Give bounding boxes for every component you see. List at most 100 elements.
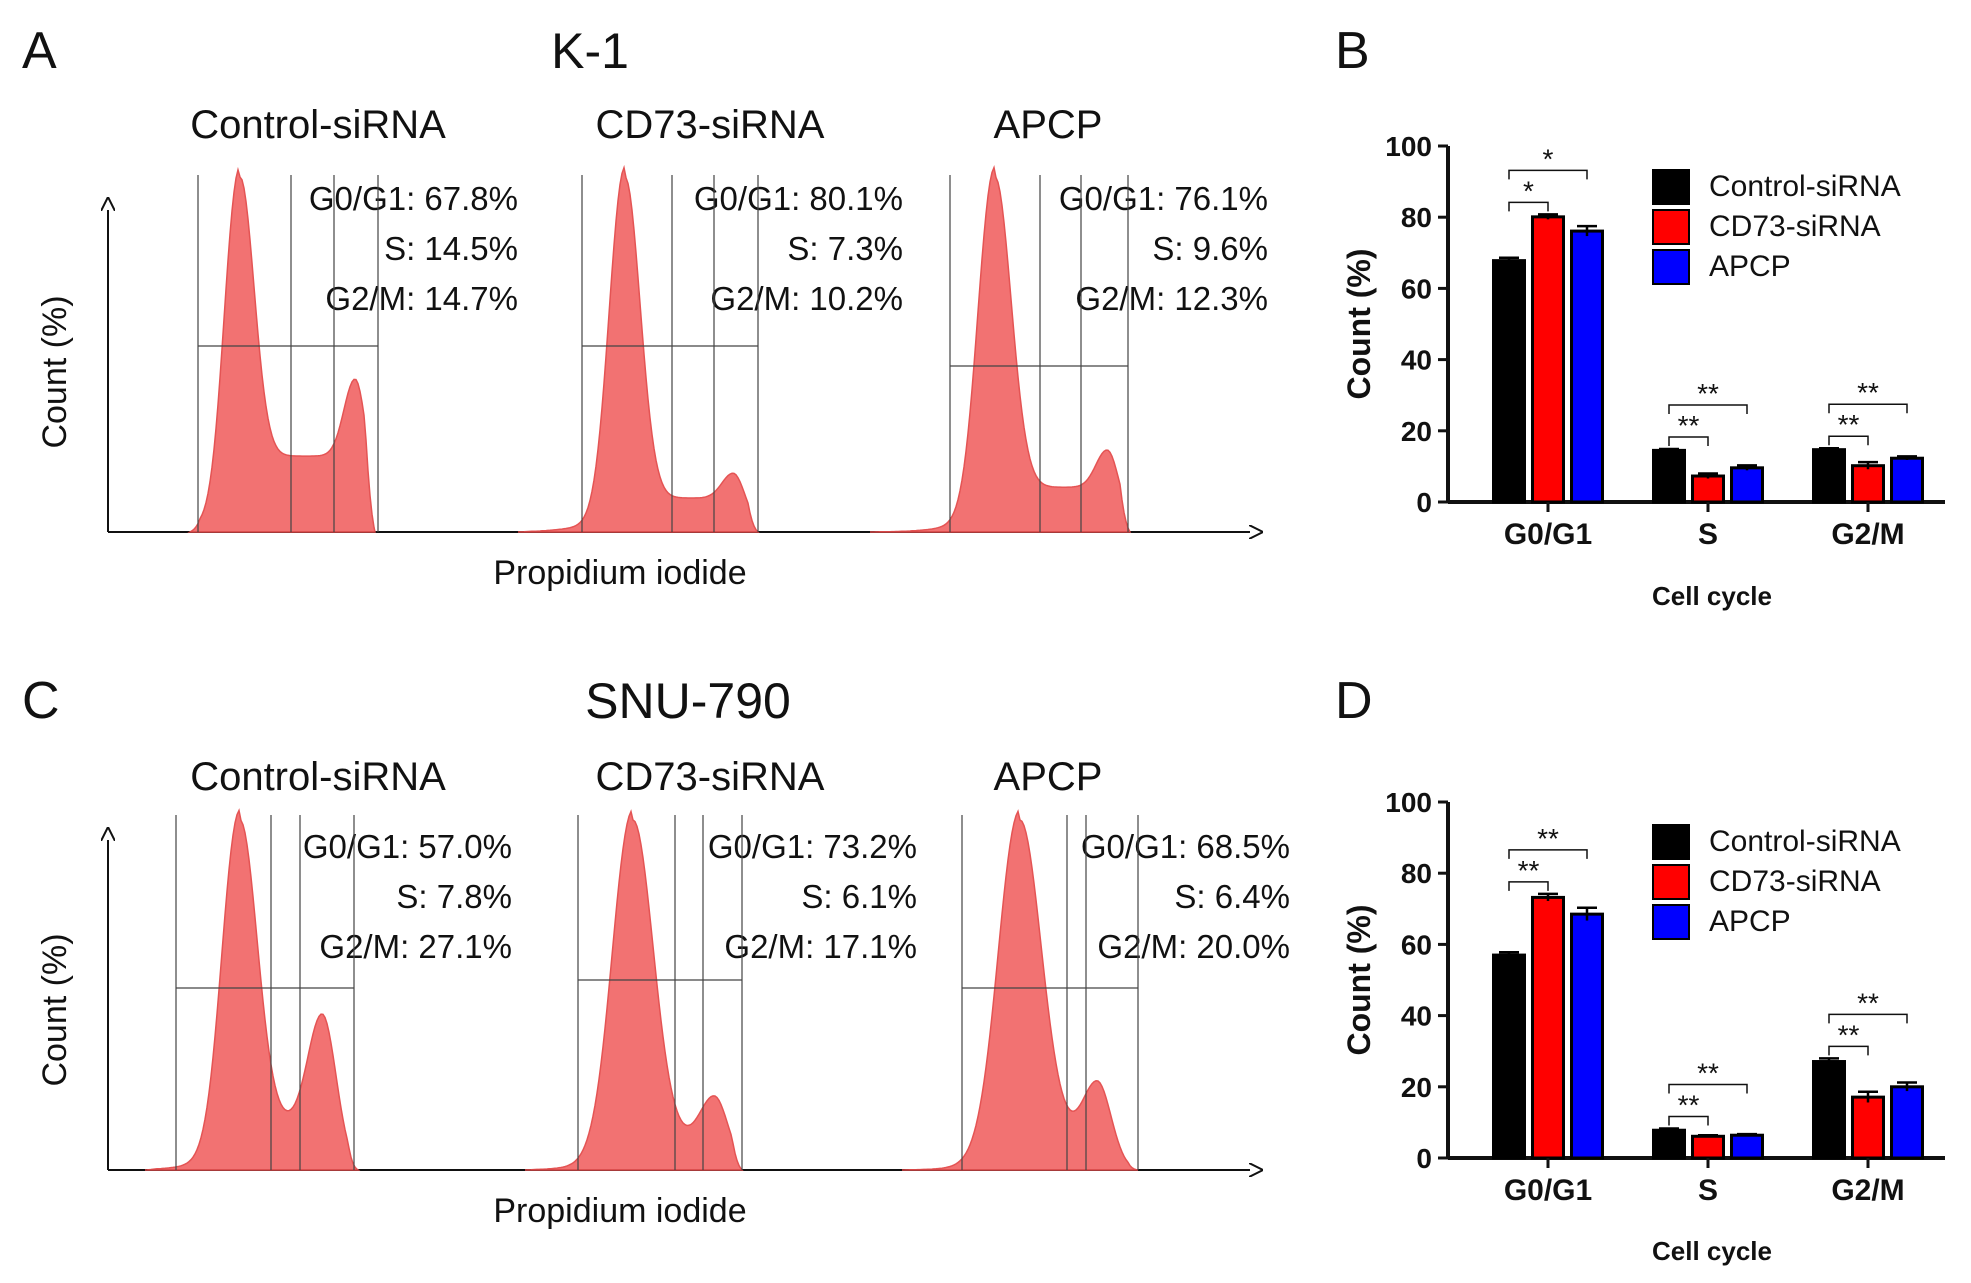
y-axis-label: Count (%)	[36, 933, 74, 1086]
bar	[1730, 466, 1764, 504]
histogram-area	[144, 808, 361, 1171]
x-axis-label: Propidium iodide	[493, 1192, 746, 1230]
y-tick-label: 0	[1416, 487, 1432, 518]
phase-percentage-label: G0/G1: 67.8%	[309, 180, 518, 217]
bar	[1812, 1060, 1846, 1160]
legend-swatch	[1652, 864, 1690, 900]
phase-percentage-label: S: 6.4%	[1174, 878, 1290, 915]
significance-marker: **	[1678, 1089, 1700, 1120]
phase-percentage-label: G2/M: 27.1%	[319, 928, 512, 965]
legend-label: CD73-siRNA	[1709, 210, 1881, 243]
significance-bracket	[1508, 201, 1549, 212]
panel-letter-c: C	[22, 672, 60, 730]
significance-bracket	[1828, 1013, 1908, 1024]
histogram-subplot: Control-siRNA G0/G1: 67.8% S: 14.5% G2/M: 1…	[187, 103, 518, 533]
bar	[1691, 474, 1725, 504]
x-category-label: S	[1698, 1174, 1718, 1207]
significance-bracket	[1828, 1045, 1869, 1056]
significance-bracket	[1508, 849, 1588, 859]
legend-label: Control-siRNA	[1709, 825, 1901, 858]
significance-bracket	[1828, 403, 1908, 414]
bar	[1531, 215, 1565, 504]
significance-marker: **	[1678, 410, 1700, 441]
bar	[1890, 456, 1924, 504]
bar-y-axis-label: Count (%)	[1341, 904, 1377, 1055]
legend-swatch	[1652, 904, 1690, 940]
significance-bracket	[1668, 436, 1709, 446]
significance-marker: *	[1543, 143, 1554, 174]
bar	[1730, 1133, 1764, 1160]
bar	[1851, 464, 1885, 504]
bar	[1652, 1128, 1686, 1160]
phase-percentage-label: G0/G1: 73.2%	[708, 828, 917, 865]
y-tick-label: 0	[1416, 1143, 1432, 1174]
histogram-area	[524, 809, 744, 1171]
significance-marker: **	[1518, 855, 1540, 886]
condition-title: CD73-siRNA	[596, 103, 825, 147]
legend-swatch	[1652, 169, 1690, 205]
y-tick-label: 40	[1401, 345, 1432, 376]
significance-bracket	[1508, 169, 1588, 180]
x-category-label: S	[1698, 518, 1718, 551]
y-tick-label: 60	[1401, 929, 1432, 960]
bar	[1812, 448, 1846, 504]
histogram-subplot: CD73-siRNA G0/G1: 80.1% S: 7.3% G2/M: 10.2%	[517, 103, 903, 533]
panel-letter-b: B	[1335, 22, 1370, 80]
cell-line-title: K-1	[551, 23, 629, 79]
phase-percentage-label: G0/G1: 76.1%	[1059, 180, 1268, 217]
y-tick-label: 40	[1401, 1001, 1432, 1032]
y-axis-label: Count (%)	[36, 295, 74, 448]
legend-swatch	[1652, 249, 1690, 285]
significance-marker: **	[1838, 1019, 1860, 1050]
significance-marker: **	[1697, 1057, 1719, 1088]
significance-bracket	[1828, 435, 1869, 446]
x-category-label: G2/M	[1831, 1174, 1904, 1207]
phase-percentage-label: G2/M: 17.1%	[724, 928, 917, 965]
phase-percentage-label: S: 9.6%	[1152, 230, 1268, 267]
bar	[1492, 953, 1526, 1160]
y-tick-label: 20	[1401, 416, 1432, 447]
significance-marker: **	[1857, 377, 1879, 408]
panel-letter-d: D	[1335, 672, 1373, 730]
x-category-label: G2/M	[1831, 518, 1904, 551]
bar	[1691, 1134, 1725, 1160]
legend-label: APCP	[1709, 250, 1791, 283]
x-axis-label: Propidium iodide	[493, 554, 746, 592]
phase-percentage-label: G2/M: 20.0%	[1097, 928, 1290, 965]
legend-label: CD73-siRNA	[1709, 865, 1881, 898]
phase-percentage-label: S: 6.1%	[801, 878, 917, 915]
y-tick-label: 80	[1401, 202, 1432, 233]
bar-x-axis-label: Cell cycle	[1652, 581, 1772, 611]
significance-marker: **	[1697, 378, 1719, 409]
bar	[1531, 895, 1565, 1160]
y-tick-label: 100	[1385, 131, 1432, 162]
significance-marker: *	[1523, 175, 1534, 206]
significance-bracket	[1668, 1115, 1709, 1126]
histogram-panel-snu790: SNU-790 Count (%) Propidium iodide Control-…	[36, 673, 1290, 1230]
legend-label: Control-siRNA	[1709, 170, 1901, 203]
histogram-area	[517, 164, 760, 533]
condition-title: APCP	[994, 103, 1103, 147]
x-category-label: G0/G1	[1504, 1174, 1592, 1207]
bar-x-axis-label: Cell cycle	[1652, 1236, 1772, 1266]
significance-marker: **	[1857, 987, 1879, 1018]
histogram-area	[902, 809, 1139, 1171]
bar	[1570, 912, 1604, 1160]
bar	[1890, 1085, 1924, 1160]
phase-percentage-label: S: 14.5%	[384, 230, 518, 267]
bar	[1652, 448, 1686, 504]
phase-percentage-label: G2/M: 14.7%	[325, 280, 518, 317]
phase-percentage-label: G0/G1: 57.0%	[303, 828, 512, 865]
legend-swatch	[1652, 209, 1690, 245]
phase-percentage-label: S: 7.8%	[396, 878, 512, 915]
bar	[1570, 229, 1604, 504]
significance-marker: **	[1838, 409, 1860, 440]
bar	[1851, 1095, 1885, 1160]
x-category-label: G0/G1	[1504, 518, 1592, 551]
histogram-subplot: Control-siRNA G0/G1: 57.0% S: 7.8% G2/M: 27…	[144, 755, 512, 1171]
significance-bracket	[1508, 881, 1549, 891]
histogram-subplot: CD73-siRNA G0/G1: 73.2% S: 6.1% G2/M: 17.1%	[524, 755, 917, 1171]
significance-bracket	[1668, 404, 1748, 414]
